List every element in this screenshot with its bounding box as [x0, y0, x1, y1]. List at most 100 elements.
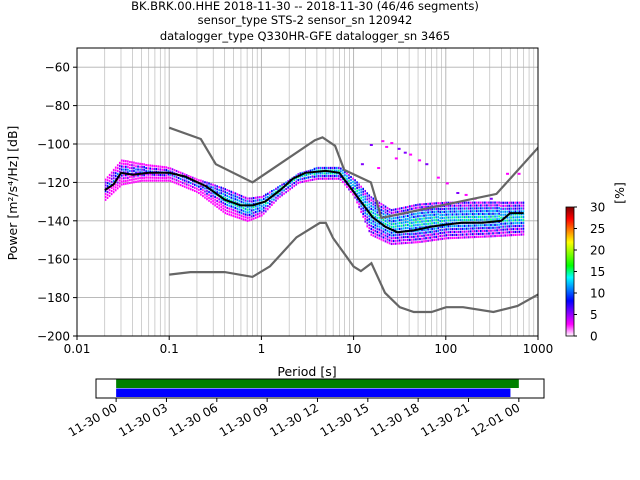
- psd-cell: [465, 216, 468, 219]
- psd-cell: [222, 187, 225, 190]
- psd-cell: [248, 208, 251, 211]
- psd-cell: [145, 167, 147, 170]
- psd-cell: [498, 231, 500, 235]
- psd-cell: [514, 219, 517, 222]
- psd-cell: [469, 224, 472, 227]
- psd-cell: [490, 215, 492, 218]
- psd-cell: [210, 198, 212, 201]
- psd-cell: [291, 180, 293, 183]
- psd-cell: [406, 220, 409, 224]
- psd-cell: [200, 185, 202, 188]
- psd-cell: [202, 192, 204, 195]
- psd-cell: [484, 212, 486, 216]
- chart-title: BK.BRK.00.HHE 2018-11-30 -- 2018-11-30 (…: [131, 0, 479, 43]
- psd-cell: [435, 230, 438, 233]
- psd-cell: [435, 221, 438, 224]
- psd-cell: [465, 230, 468, 233]
- psd-cell: [106, 185, 109, 188]
- psd-cell: [277, 197, 279, 200]
- psd-cell: [338, 177, 340, 180]
- psd-cell: [185, 183, 188, 186]
- psd-cell: [459, 210, 462, 213]
- psd-cell: [232, 209, 235, 212]
- psd-cell: [376, 233, 379, 236]
- psd-cell: [522, 218, 525, 222]
- psd-cell: [482, 227, 484, 230]
- psd-cell: [185, 180, 188, 183]
- psd-cell: [415, 215, 417, 218]
- psd-cell: [473, 213, 476, 216]
- psd-cell: [137, 171, 139, 174]
- psd-cell: [123, 177, 125, 180]
- psd-cell: [404, 238, 407, 242]
- psd-cell: [469, 227, 472, 230]
- psd-cell: [110, 174, 113, 177]
- psd-cell: [439, 232, 442, 235]
- psd-cell: [400, 210, 403, 213]
- psd-cell: [116, 181, 119, 184]
- psd-cell: [502, 213, 504, 216]
- psd-cell: [204, 187, 206, 190]
- psd-cell: [384, 237, 387, 240]
- psd-cell: [254, 199, 257, 202]
- psd-cell: [463, 227, 466, 230]
- psd-cell: [147, 170, 149, 173]
- psd-cell: [433, 213, 435, 216]
- psd-cell: [244, 199, 247, 202]
- psd-cell: [455, 227, 458, 231]
- psd-cell: [504, 210, 506, 213]
- psd-cell: [518, 204, 521, 207]
- psd-cell: [484, 224, 486, 227]
- psd-cell: [477, 212, 480, 216]
- psd-cell: [441, 225, 444, 229]
- psd-cell: [352, 177, 354, 180]
- psd-cell: [279, 192, 281, 196]
- psd-cell: [502, 234, 504, 237]
- psd-cell: [437, 216, 440, 219]
- psd-cell: [143, 168, 145, 171]
- psd-cell: [382, 233, 385, 236]
- psd-cell: [129, 175, 131, 179]
- psd-cell: [147, 173, 149, 176]
- psd-cell: [127, 171, 129, 174]
- psd-cell: [425, 211, 427, 214]
- psd-cell: [230, 214, 233, 217]
- psd-cell: [486, 218, 488, 221]
- psd-cell: [439, 214, 442, 217]
- psd-cell: [378, 231, 381, 234]
- psd-cell: [386, 221, 389, 224]
- psd-cell: [242, 212, 245, 215]
- psd-cell: [384, 228, 387, 231]
- psd-cell: [340, 170, 342, 173]
- psd-cell: [417, 232, 419, 235]
- psd-cell: [390, 237, 393, 240]
- psd-cell: [498, 215, 500, 218]
- psd-cell: [139, 168, 141, 171]
- psd-cell: [354, 182, 356, 185]
- psd-cell: [112, 185, 115, 188]
- psd-cell: [402, 224, 405, 227]
- psd-cell: [380, 226, 383, 229]
- psd-cell: [275, 187, 277, 190]
- psd-cell: [439, 223, 442, 226]
- psd-cell: [398, 207, 401, 210]
- psd-cell: [443, 237, 446, 240]
- psd-cell: [445, 234, 448, 237]
- psd-cell: [435, 227, 438, 230]
- psd-cell: [486, 226, 488, 230]
- psd-cell: [250, 212, 253, 215]
- psd-cell: [226, 203, 229, 207]
- psd-cell: [388, 239, 391, 242]
- psd-cell: [252, 197, 255, 200]
- timeline-tick-label: 11-30 00: [66, 400, 120, 439]
- psd-cell: [469, 215, 472, 219]
- psd-cell: [118, 170, 121, 173]
- psd-cell: [295, 183, 298, 186]
- psd-cell: [459, 219, 462, 222]
- psd-cell: [486, 201, 488, 204]
- psd-cell: [522, 207, 525, 210]
- psd-cell: [419, 226, 421, 229]
- psd-cell: [161, 168, 164, 171]
- psd-cell: [477, 215, 480, 218]
- psd-cell: [518, 216, 521, 219]
